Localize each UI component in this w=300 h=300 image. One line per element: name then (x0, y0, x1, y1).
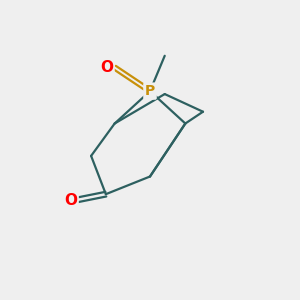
Text: O: O (64, 193, 77, 208)
Text: P: P (145, 84, 155, 98)
Text: O: O (100, 60, 113, 75)
